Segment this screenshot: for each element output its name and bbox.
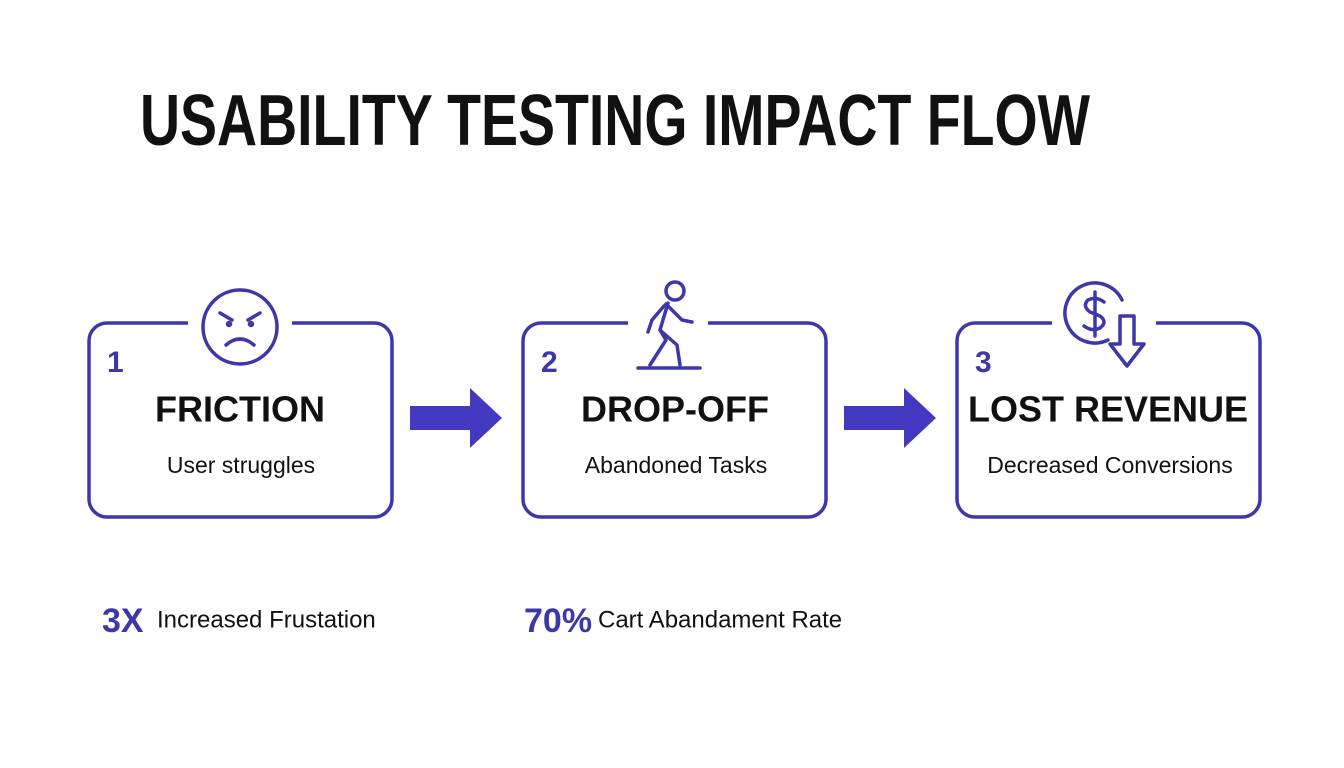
- step-title: LOST REVENUE: [968, 389, 1248, 430]
- flow-arrow: [410, 388, 502, 448]
- border-gap: [188, 318, 292, 330]
- frown-icon: [201, 288, 279, 366]
- step-subtitle: Decreased Conversions: [987, 452, 1232, 478]
- stat-label: Increased Frustation: [157, 606, 376, 633]
- step-title: DROP-OFF: [581, 389, 769, 430]
- border-gap: [628, 318, 708, 330]
- step-number: 1: [107, 346, 124, 379]
- revenue-down-icon: [1063, 281, 1146, 368]
- step-subtitle: User struggles: [167, 452, 315, 478]
- title: USABILITY TESTING IMPACT FLOW: [140, 81, 1090, 161]
- step-title: FRICTION: [155, 389, 325, 430]
- stat-label: Cart Abandament Rate: [598, 606, 842, 633]
- step-number: 3: [975, 346, 992, 379]
- stat-value: 3X: [102, 602, 144, 640]
- flow-arrow: [844, 388, 936, 448]
- walking-icon: [636, 280, 702, 370]
- step-number: 2: [541, 346, 558, 379]
- stat-value: 70%: [524, 602, 592, 640]
- step-subtitle: Abandoned Tasks: [585, 452, 767, 478]
